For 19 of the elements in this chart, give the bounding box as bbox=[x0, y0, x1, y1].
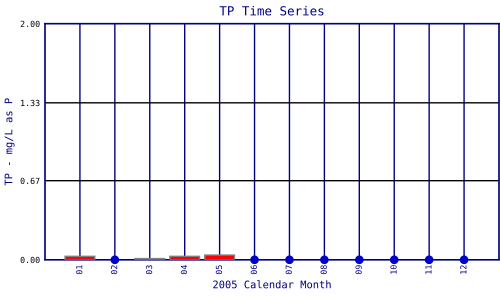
y-tick-label: 0.67 bbox=[20, 178, 40, 184]
x-tick-label: 02 bbox=[110, 265, 118, 274]
x-tick-label: 09 bbox=[355, 265, 362, 274]
y-tick-label: 2.00 bbox=[20, 20, 40, 28]
x-tick-label: 03 bbox=[146, 265, 152, 274]
x-tick-label: 10 bbox=[390, 265, 397, 274]
x-tick-label: 06 bbox=[250, 265, 257, 274]
x-tick-label: 07 bbox=[286, 265, 292, 274]
x-tick-label: 08 bbox=[320, 265, 327, 274]
x-tick-label: 01 bbox=[76, 265, 82, 274]
chart-title: TP Time Series bbox=[220, 6, 324, 16]
x-axis-title: 2005 Calendar Month bbox=[213, 280, 331, 288]
y-axis-title: TP - mg/L as P bbox=[4, 98, 15, 186]
y-tick-label: 1.33 bbox=[21, 100, 40, 106]
x-tick-label: 04 bbox=[180, 265, 188, 274]
y-tick-label: 0.00 bbox=[20, 256, 40, 264]
x-tick-label: 12 bbox=[460, 265, 466, 274]
x-tick-label: 05 bbox=[216, 265, 222, 274]
x-tick-label: 11 bbox=[425, 265, 432, 274]
